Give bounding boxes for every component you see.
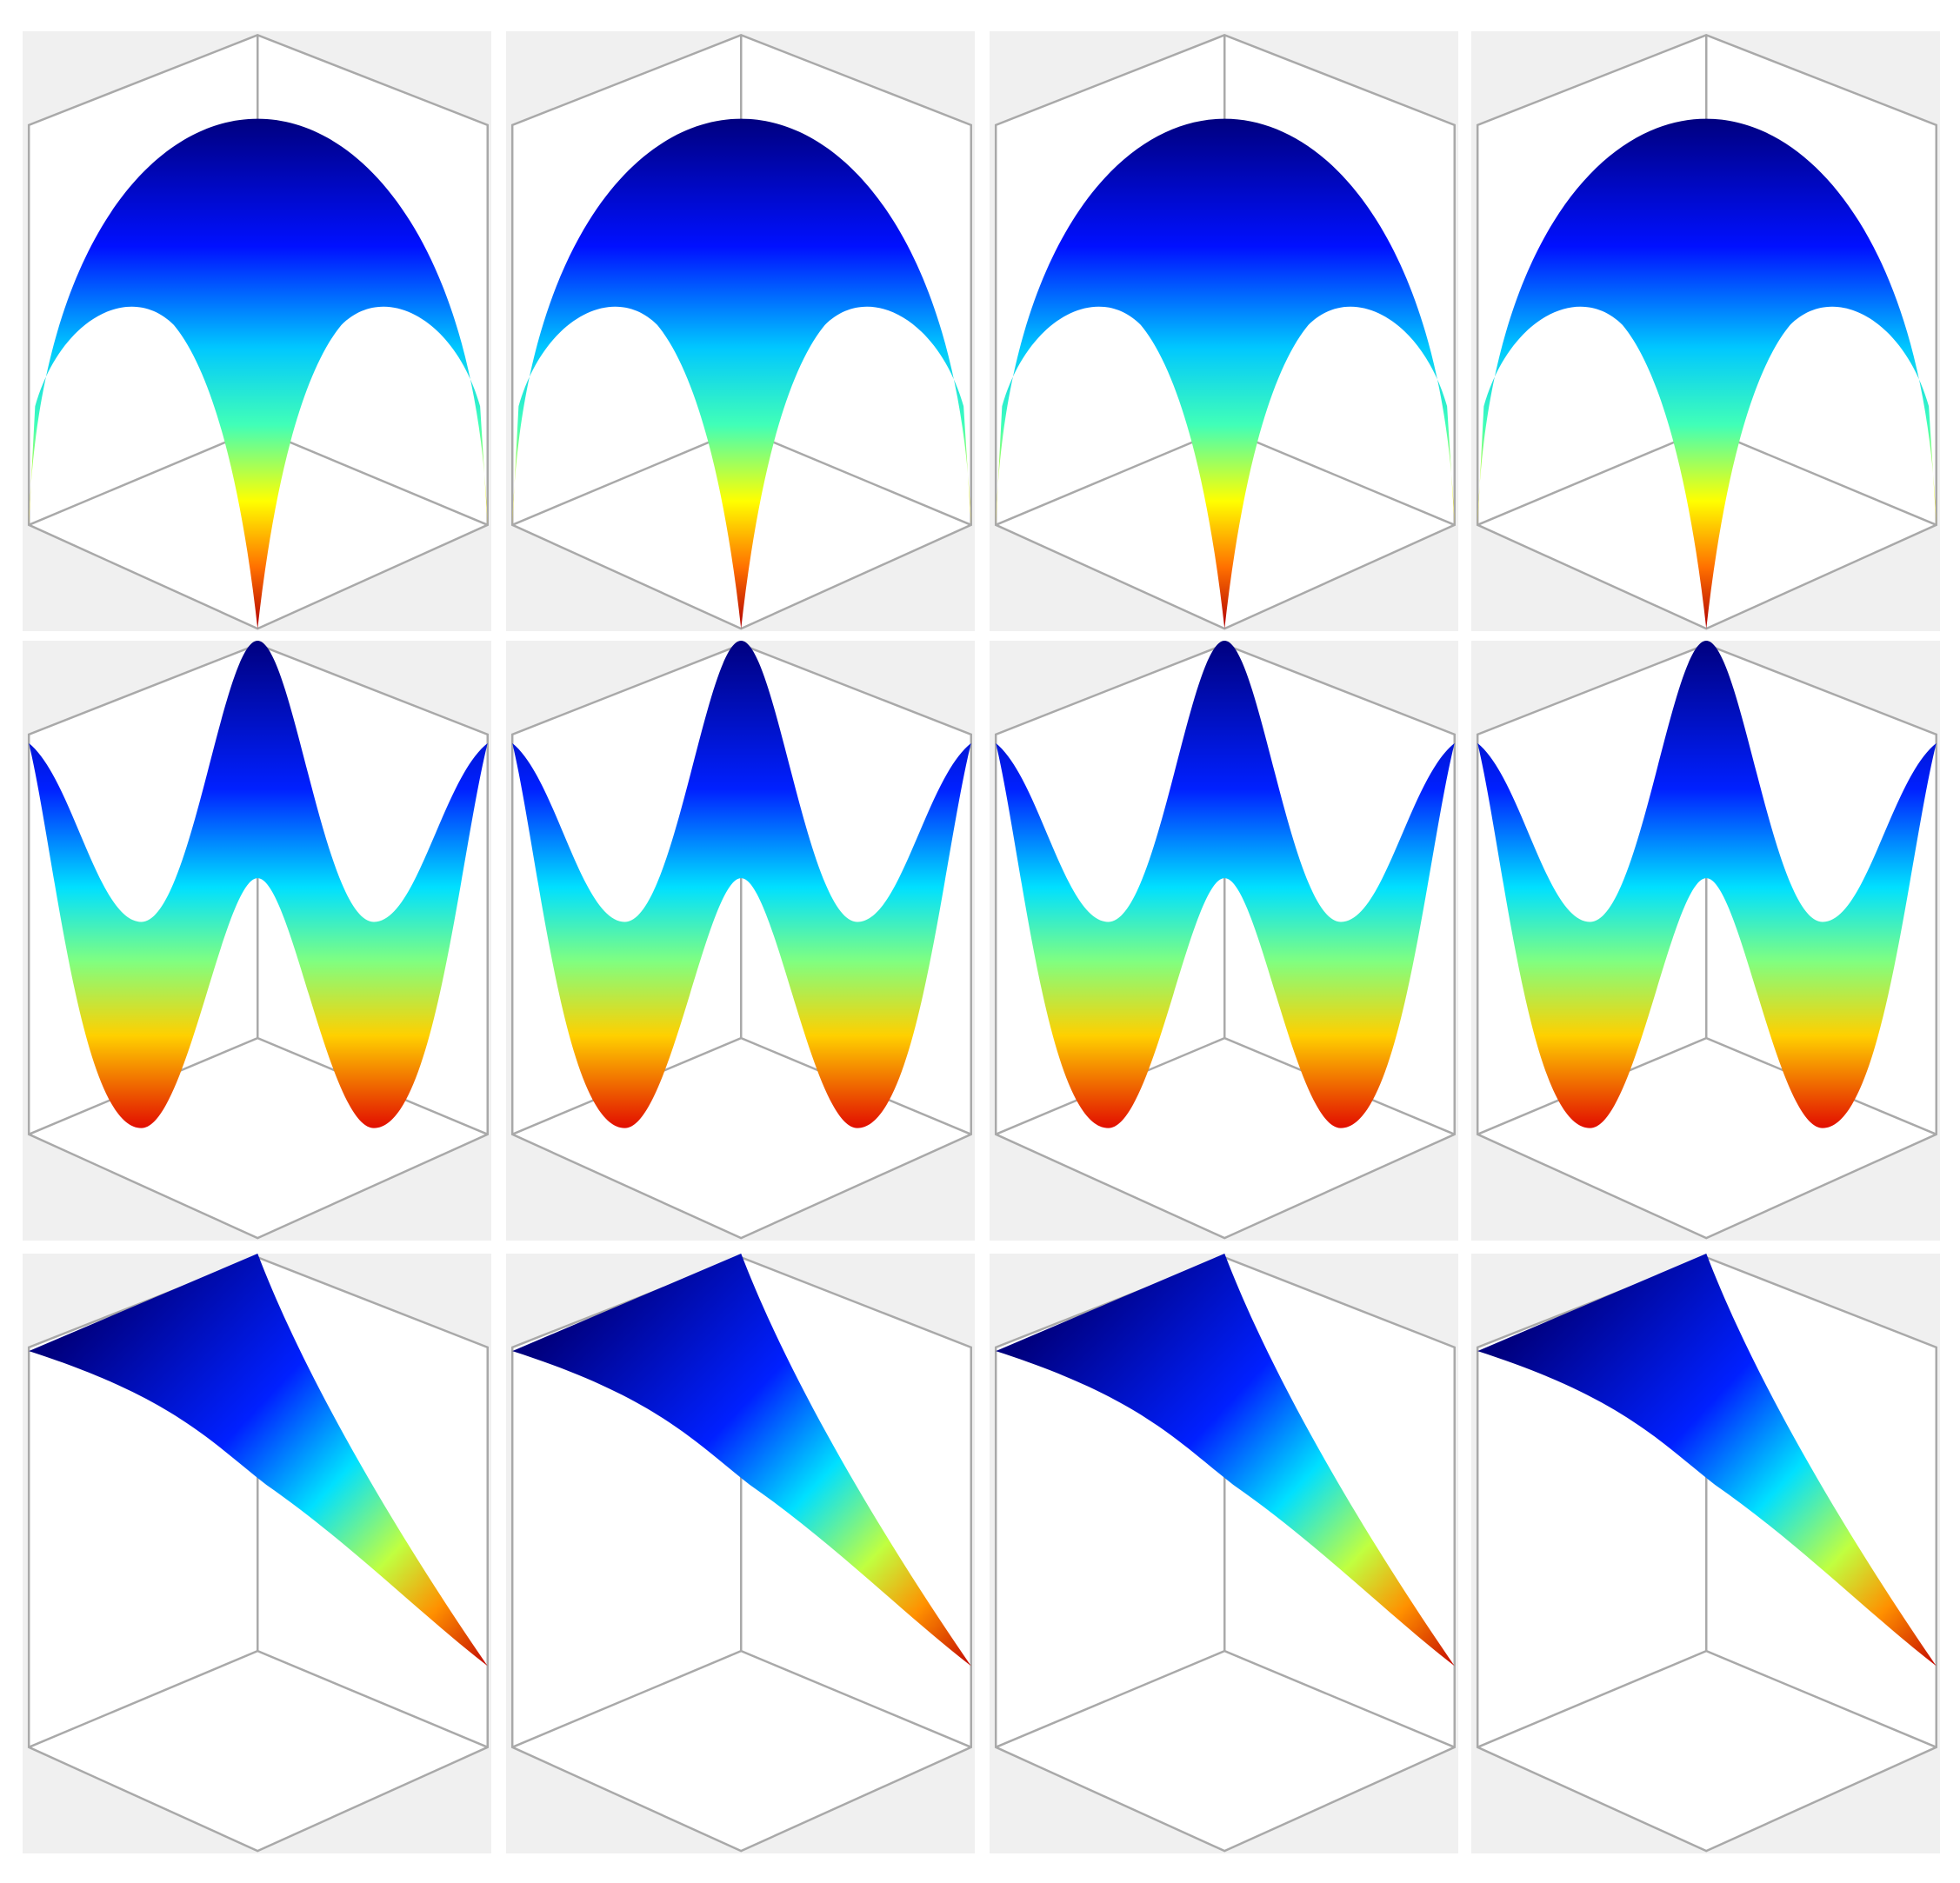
plot — [1477, 1254, 1937, 1851]
plot — [996, 1254, 1455, 1851]
surface — [29, 641, 488, 1128]
plot — [1477, 35, 1937, 629]
cube-outline — [996, 644, 1455, 1238]
cube-outline — [1477, 644, 1937, 1238]
surface — [996, 118, 1455, 629]
panel — [23, 31, 491, 631]
panel — [1471, 31, 1940, 631]
surface — [996, 641, 1455, 1128]
panel — [1471, 1254, 1940, 1853]
plot — [512, 35, 971, 629]
plot — [996, 35, 1455, 629]
panel — [990, 31, 1458, 631]
panel — [1471, 641, 1940, 1241]
plot — [512, 641, 971, 1238]
panel — [990, 641, 1458, 1241]
plot — [29, 35, 488, 629]
panel — [506, 641, 975, 1241]
surface — [1477, 118, 1937, 629]
panel — [23, 641, 491, 1241]
plot — [29, 1254, 488, 1851]
surface — [512, 1254, 971, 1667]
surface — [512, 118, 971, 629]
surface — [1477, 1254, 1937, 1667]
cube-outline — [996, 1257, 1455, 1851]
plot — [29, 641, 488, 1238]
cube-outline — [1477, 1257, 1937, 1851]
cube-outline — [29, 644, 488, 1238]
surface — [29, 118, 488, 629]
cube-outline — [512, 644, 971, 1238]
plot — [996, 641, 1455, 1238]
panel — [990, 1254, 1458, 1853]
plot — [1477, 641, 1937, 1238]
panel — [506, 31, 975, 631]
surface — [512, 641, 971, 1128]
cube-outline — [29, 1257, 488, 1851]
surface — [996, 1254, 1455, 1667]
panel — [23, 1254, 491, 1853]
surface — [1477, 641, 1937, 1128]
cube-outline — [512, 1257, 971, 1851]
plot — [512, 1254, 971, 1851]
surface — [29, 1254, 488, 1667]
panel — [506, 1254, 975, 1853]
